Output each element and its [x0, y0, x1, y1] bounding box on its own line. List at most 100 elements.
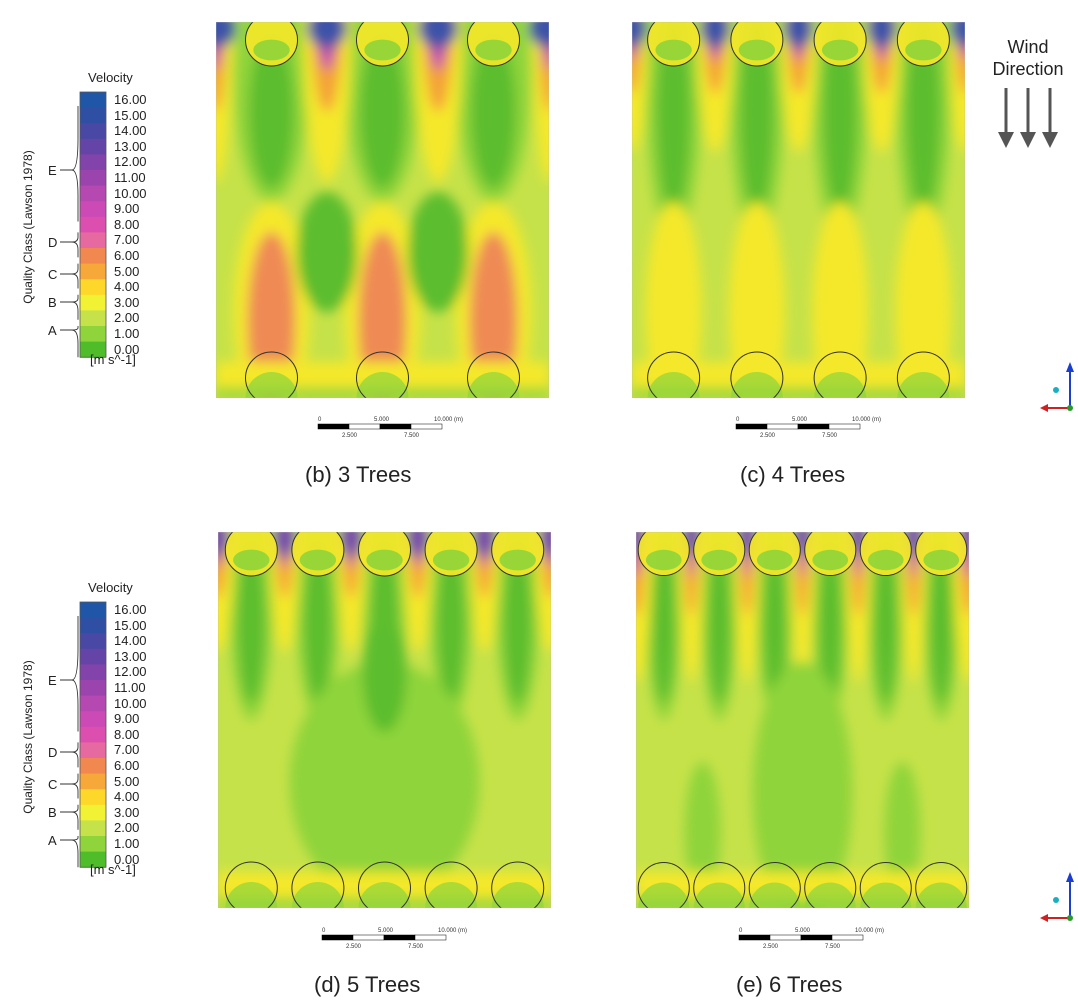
tree-circle [915, 861, 968, 908]
scale-bar-graphic: 0 5.000 10.000 (m) 2.500 7.500 [738, 928, 884, 950]
tree-circle [245, 351, 298, 398]
legend-tick-label: 13.00 [114, 648, 147, 664]
legend-tick-label: 1.00 [114, 326, 140, 341]
svg-text:5.000: 5.000 [378, 928, 394, 934]
scale-bar-graphic: 0 5.000 10.000 (m) 2.500 7.500 [321, 928, 467, 950]
legend-swatch [80, 820, 106, 837]
scale-bar: 0 5.000 10.000 (m) 2.500 7.500 [735, 925, 895, 955]
svg-text:7.500: 7.500 [822, 433, 838, 439]
tree-circle [224, 861, 278, 908]
legend-tick-label: 12.00 [114, 664, 147, 680]
legend-swatch [80, 294, 106, 311]
tree-circle [637, 861, 690, 908]
velocity-field [216, 22, 549, 398]
legend-tick-label: 15.00 [114, 107, 147, 123]
tree-circle [491, 861, 545, 908]
tree-circle [804, 861, 857, 908]
legend-swatch [80, 695, 106, 712]
svg-text:0: 0 [736, 417, 740, 423]
legend-swatch [80, 602, 106, 619]
scale-bar: 0 5.000 10.000 (m) 2.500 7.500 [314, 414, 474, 444]
legend-swatch [80, 851, 106, 868]
legend-swatch [80, 170, 106, 187]
tree-circle [748, 861, 801, 908]
class-bracket [60, 836, 79, 868]
panel-6-trees [636, 532, 969, 908]
legend-swatch [80, 711, 106, 728]
svg-text:7.500: 7.500 [404, 433, 420, 439]
tree-circle [291, 861, 345, 908]
legend-tick-label: 7.00 [114, 232, 140, 248]
wind-label-line2: Direction [992, 59, 1064, 79]
panel-4-trees [632, 22, 965, 398]
legend-swatch [80, 341, 106, 358]
legend-swatch [80, 248, 106, 265]
panel-3-trees [216, 22, 549, 398]
legend-swatch [80, 758, 106, 775]
legend-swatch [80, 633, 106, 650]
caption-6-trees: (e) 6 Trees [736, 972, 843, 997]
legend-units: [m s^-1] [90, 352, 136, 367]
wind-label-line1: Wind [1007, 37, 1049, 57]
svg-text:7.500: 7.500 [825, 944, 841, 950]
legend-tick-label: 1.00 [114, 836, 140, 851]
class-bracket [60, 263, 79, 289]
legend-tick-label: 12.00 [114, 154, 147, 170]
legend-axis-label: Quality Class (Lawson 1978) [21, 660, 35, 814]
legend-swatch [80, 726, 106, 743]
legend-tick-label: 6.00 [114, 248, 140, 263]
legend-swatch [80, 648, 106, 665]
class-bracket [60, 232, 79, 258]
legend-tick-label: 11.00 [114, 170, 146, 185]
legend-swatch [80, 310, 106, 327]
legend-tick-label: 0.00 [114, 341, 140, 357]
legend-tick-label: 8.00 [114, 726, 140, 742]
svg-text:2.500: 2.500 [346, 944, 362, 950]
legend-swatch [80, 185, 106, 202]
legend-swatch [80, 201, 106, 218]
legend-swatch [80, 232, 106, 249]
legend-tick-label: 9.00 [114, 201, 140, 217]
quality-class-label: E [48, 673, 57, 688]
svg-text:5.000: 5.000 [792, 417, 808, 423]
scale-bar-graphic: 0 5.000 10.000 (m) 2.500 7.500 [735, 417, 881, 439]
legend-tick-label: 5.00 [114, 263, 140, 279]
svg-text:10.000 (m): 10.000 (m) [434, 417, 463, 423]
quality-class-label: A [48, 833, 57, 848]
legend-swatch [80, 123, 106, 140]
svg-text:0: 0 [318, 417, 322, 423]
scale-bar-graphic: 0 5.000 10.000 (m) 2.500 7.500 [317, 417, 463, 439]
axes-triad-icon [1040, 872, 1074, 922]
legend-tick-label: 5.00 [114, 773, 140, 789]
legend-tick-label: 3.00 [114, 804, 140, 820]
velocity-legend-bottom: Velocity Quality Class (Lawson 1978) [m … [10, 580, 180, 880]
legend-tick-label: 6.00 [114, 758, 140, 773]
legend-tick-label: 10.00 [114, 695, 147, 711]
tree-circle [730, 351, 784, 398]
legend-swatch [80, 742, 106, 759]
legend-swatch [80, 617, 106, 634]
legend-tick-label: 14.00 [114, 123, 147, 139]
legend-colorbar [60, 91, 107, 358]
class-bracket [60, 616, 79, 732]
legend-tick-label: 11.00 [114, 680, 146, 695]
class-bracket [60, 742, 79, 768]
wind-direction: Wind Direction [982, 36, 1074, 154]
legend-tick-label: 10.00 [114, 185, 147, 201]
svg-text:0: 0 [322, 928, 326, 934]
velocity-field [632, 22, 965, 398]
legend-swatch [80, 279, 106, 296]
velocity-field [218, 532, 551, 908]
legend-colorbar [60, 601, 107, 868]
caption-3-trees: (b) 3 Trees [305, 462, 412, 487]
tree-circle [693, 861, 746, 908]
panel-5-trees [218, 532, 551, 908]
svg-text:10.000 (m): 10.000 (m) [852, 417, 881, 423]
caption-4-trees: (c) 4 Trees [740, 462, 846, 487]
legend-swatch [80, 138, 106, 155]
tree-circle [467, 351, 520, 398]
quality-class-label: A [48, 323, 57, 338]
quality-class-label: C [48, 777, 58, 792]
legend-axis-label: Quality Class (Lawson 1978) [21, 150, 35, 304]
quality-class-label: C [48, 267, 58, 282]
